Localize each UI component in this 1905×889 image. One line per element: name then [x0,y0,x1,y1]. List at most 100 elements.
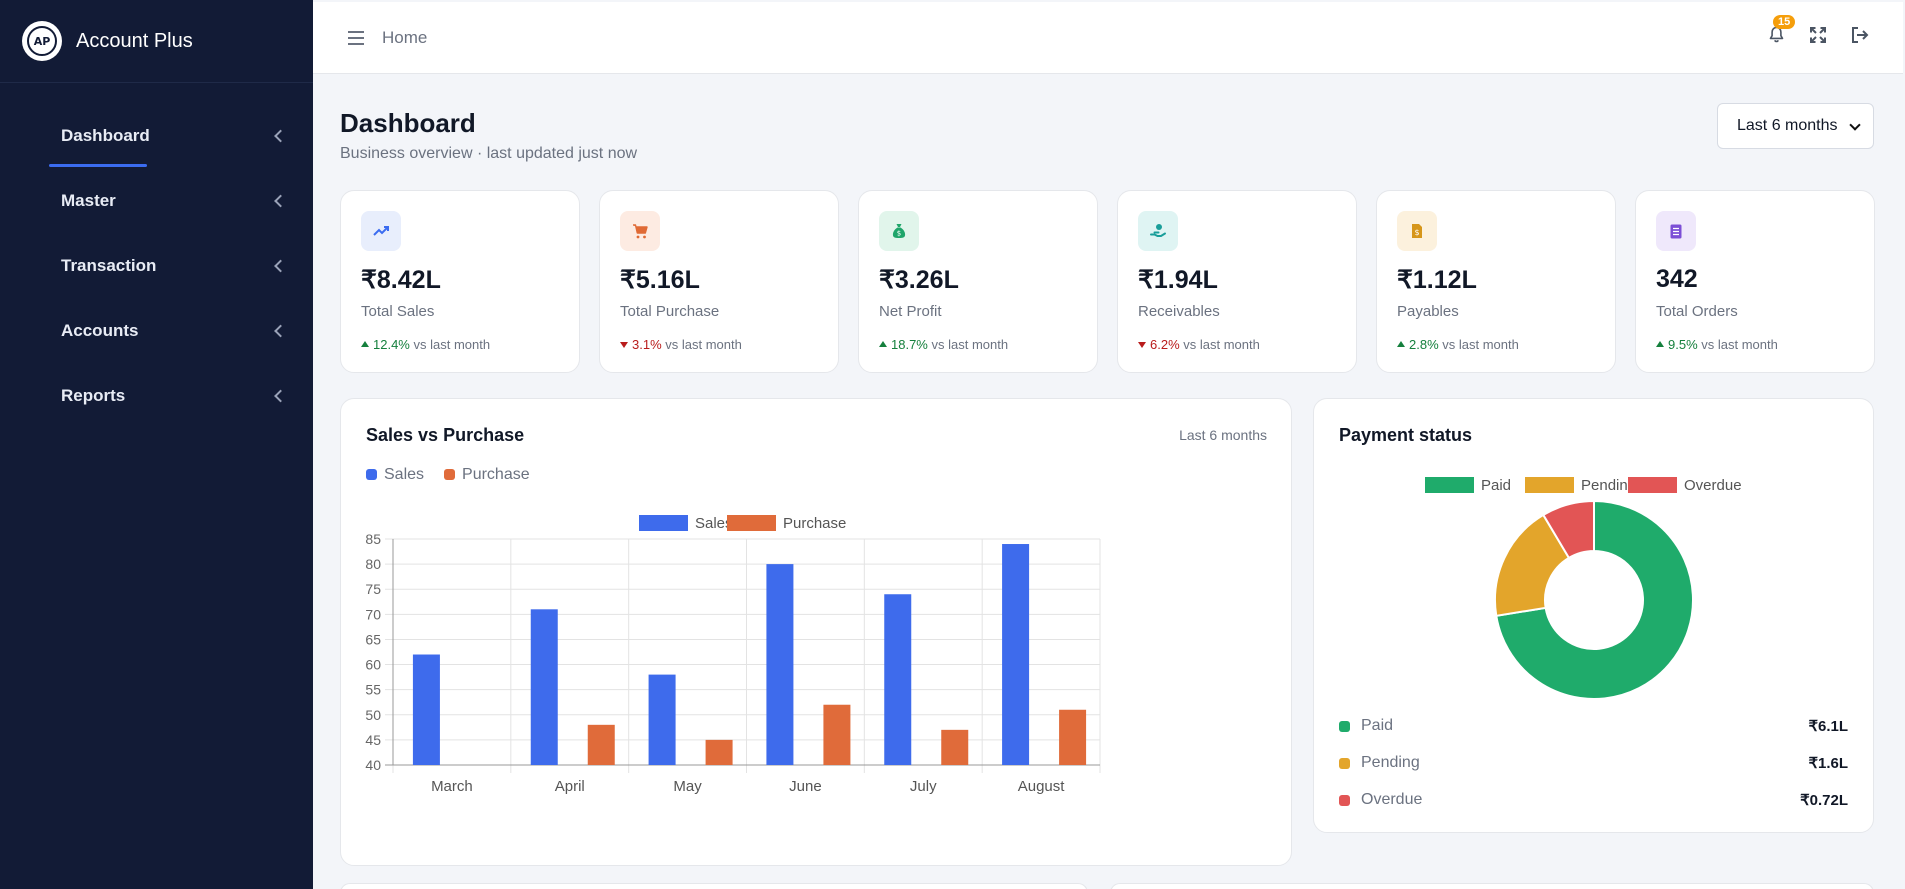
payment-label: Pending [1361,754,1420,771]
stat-change: 3.1% vs last month [620,337,742,352]
bar-sales [412,654,440,765]
bar-purchase [941,729,969,765]
x-tick-label: August [1018,778,1066,795]
payment-label: Paid [1361,717,1394,734]
topbar-actions: 15 [1765,15,1871,46]
notification-badge: 15 [1773,15,1796,29]
legend-label-sales: Sales [695,515,733,532]
stat-value: ₹3.26L [879,266,959,294]
stat-label: Total Orders [1656,303,1738,320]
chart-legend: Sales Purchase [366,466,530,484]
bar-sales [766,564,794,765]
stat-card-total-sales: ₹8.42L Total Sales 12.4% vs last month [340,190,580,373]
logout-icon [1852,27,1869,43]
stat-card-net-profit: $ ₹3.26L Net Profit 18.7% vs last month [858,190,1098,373]
sidebar-item-master[interactable]: Master [0,168,313,233]
stat-value: 342 [1656,265,1698,293]
arrow-down-icon [1138,342,1146,348]
app-name: Account Plus [76,29,193,52]
bar-purchase [823,704,851,765]
payment-amount: ₹6.1L [1808,718,1848,735]
bar-purchase [587,724,615,765]
payment-row-overdue: Overdue ₹0.72L [1339,790,1848,810]
sidebar-item-label: Transaction [61,255,157,275]
legend-label-purchase: Purchase [783,515,846,532]
chevron-left-icon [274,389,287,402]
legend-item-purchase[interactable]: Purchase [444,466,530,484]
y-tick-label: 70 [365,606,381,622]
x-tick-label: July [910,778,937,795]
stat-label: Receivables [1138,303,1220,320]
stat-label: Total Purchase [620,303,720,320]
legend-label-pending: Pending [1581,477,1636,494]
pending-swatch [1339,757,1350,769]
money-bag-icon: $ [879,211,919,251]
notifications-button[interactable]: 15 [1765,15,1796,46]
sidebar-item-accounts[interactable]: Accounts [0,298,313,363]
payment-amount: ₹0.72L [1800,792,1848,809]
sidebar-item-label: Accounts [61,320,139,340]
x-tick-label: March [431,778,473,795]
page-title: Dashboard [340,108,476,138]
stat-card-total-orders: 342 Total Orders 9.5% vs last month [1635,190,1875,373]
payment-row-paid: Paid ₹6.1L [1339,716,1848,736]
legend-label-overdue: Overdue [1684,477,1742,494]
stat-change: 12.4% vs last month [361,337,490,352]
slice-paid [1495,499,1694,700]
cart-icon [620,211,660,251]
chevron-left-icon [274,194,287,207]
legend-swatch-purchase [727,515,776,531]
period-select[interactable]: Last 6 months [1717,103,1874,149]
page-subtitle: Business overview · last updated just no… [340,145,638,162]
y-tick-label: 80 [365,556,381,572]
bar-purchase [1059,709,1087,765]
menu-toggle-icon[interactable] [348,30,364,45]
legend-swatch-overdue [1628,477,1677,493]
app-logo: AP [22,21,62,61]
sidebar-item-reports[interactable]: Reports [0,363,313,428]
arrow-up-icon [879,341,887,347]
orders-icon [1656,211,1696,251]
chevron-left-icon [274,259,287,272]
y-tick-label: 45 [365,732,381,748]
stat-label: Payables [1397,303,1459,320]
bar-sales [1002,544,1030,765]
sidebar-item-transaction[interactable]: Transaction [0,233,313,298]
arrow-down-icon [620,342,628,348]
fullscreen-button[interactable] [1807,24,1829,46]
legend-label-paid: Paid [1481,477,1511,494]
bar-sales [648,674,676,765]
y-tick-label: 50 [365,707,381,723]
breadcrumb[interactable]: Home [382,27,428,47]
stat-change: 18.7% vs last month [879,337,1008,352]
stat-change: 9.5% vs last month [1656,337,1778,352]
x-tick-label: May [673,778,702,795]
arrow-up-icon [361,341,369,347]
paid-swatch [1339,720,1350,732]
bar-sales [530,609,558,765]
legend-swatch-pending [1525,477,1574,493]
next-card-peek [1110,883,1874,889]
sidebar: AP Account Plus Dashboard Master Transac… [0,0,313,889]
y-tick-label: 60 [365,657,381,673]
card-title: Sales vs Purchase [366,425,525,445]
payment-row-pending: Pending ₹1.6L [1339,753,1848,773]
stat-card-payables: $ ₹1.12L Payables 2.8% vs last month [1376,190,1616,373]
y-tick-label: 40 [365,757,381,773]
stat-value: ₹1.94L [1138,266,1218,294]
invoice-icon: $ [1397,211,1437,251]
logout-button[interactable] [1849,24,1871,46]
overdue-swatch [1339,794,1350,806]
x-tick-label: April [555,778,585,795]
sales-purchase-bar-chart: Sales Purchase 40 45 50 55 60 65 70 75 80 85 March Ap… [365,515,1101,795]
bar-purchase [705,739,733,765]
legend-item-sales[interactable]: Sales [366,466,424,484]
sidebar-item-dashboard[interactable]: Dashboard [0,103,313,168]
card-title: Payment status [1339,425,1473,445]
chevron-left-icon [274,129,287,142]
brand[interactable]: AP Account Plus [0,0,313,83]
stat-label: Total Sales [361,303,435,320]
chevron-down-icon [1849,119,1861,131]
app-logo-mark: AP [27,26,57,56]
stat-card-total-purchase: ₹5.16L Total Purchase 3.1% vs last month [599,190,839,373]
